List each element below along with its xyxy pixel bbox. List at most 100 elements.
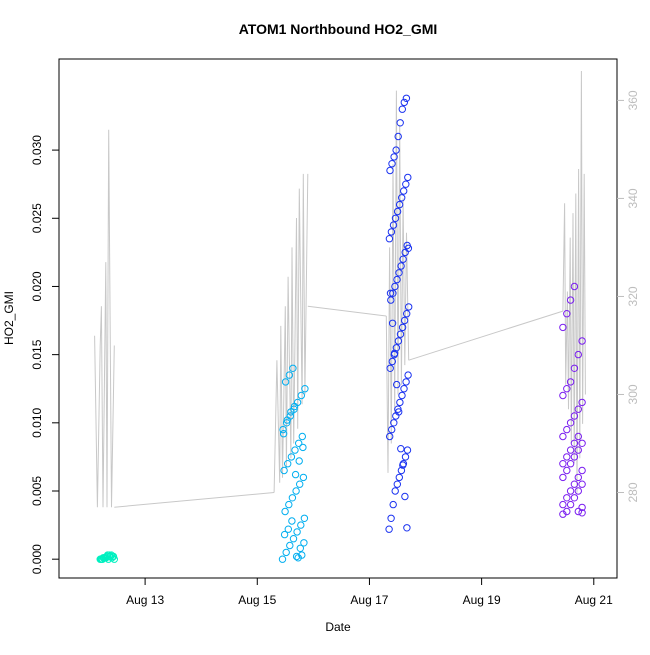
y-axis: 0.000 0.005 0.010 0.015 0.020 0.025 0.030 (30, 135, 60, 574)
data-point (385, 235, 394, 243)
data-point (402, 180, 410, 188)
data-point (388, 425, 396, 434)
data-point (386, 166, 394, 175)
y2-tick-label: 340 (626, 188, 640, 208)
data-point (387, 296, 395, 304)
data-point (559, 391, 567, 400)
data-point (299, 473, 308, 482)
data-point (566, 296, 575, 304)
data-point (570, 364, 579, 372)
data-point (566, 446, 575, 454)
data-point (563, 425, 571, 434)
data-point (400, 385, 408, 393)
data-point (574, 473, 582, 482)
data-point (574, 507, 582, 516)
data-point (563, 310, 571, 318)
data-point (397, 466, 406, 475)
data-point (566, 419, 575, 427)
data-point (563, 466, 571, 475)
data-point (574, 487, 582, 495)
secondary-series-layer (94, 70, 586, 508)
data-point (395, 473, 403, 482)
data-point (566, 487, 575, 495)
data-point (395, 408, 403, 416)
data-point (281, 507, 289, 516)
data-point (293, 528, 301, 536)
data-point (570, 480, 579, 488)
data-point (402, 94, 411, 103)
data-point (403, 524, 411, 532)
data-point (388, 160, 396, 168)
data-point (389, 289, 397, 297)
data-point (394, 337, 403, 345)
data-point (566, 378, 575, 386)
data-point (578, 480, 586, 488)
data-point (389, 221, 398, 229)
data-point (391, 487, 399, 495)
data-point (399, 255, 407, 263)
data-point (299, 443, 307, 452)
chart-title: ATOM1 Northbound HO2_GMI (239, 21, 438, 37)
data-point (288, 517, 296, 525)
data-point (280, 466, 288, 475)
data-point (578, 398, 586, 407)
data-point (578, 509, 586, 517)
data-point (388, 357, 396, 366)
data-point (578, 466, 586, 475)
data-point (283, 419, 291, 427)
data-point (292, 552, 301, 561)
data-point (570, 439, 579, 447)
data-point (393, 275, 401, 284)
data-point (287, 408, 295, 416)
data-point (385, 525, 393, 533)
data-point (390, 153, 398, 161)
data-point (387, 514, 395, 522)
x-axis-label: Date (325, 620, 351, 634)
data-point (578, 503, 586, 512)
data-point (397, 262, 405, 270)
data-point (396, 330, 405, 338)
plot-frame (58, 58, 618, 579)
secondary-series-line (307, 305, 387, 317)
data-point (284, 525, 292, 533)
data-point (404, 173, 412, 182)
data-point (393, 380, 401, 389)
data-point (300, 539, 308, 547)
secondary-y-axis: 280 300 320 340 360 (617, 90, 640, 503)
x-tick-label: Aug 19 (463, 593, 501, 607)
data-point (400, 316, 409, 325)
data-point (566, 500, 575, 509)
y2-tick-label: 300 (626, 384, 640, 404)
data-point (563, 385, 571, 393)
data-point (403, 310, 411, 318)
data-point (300, 514, 309, 522)
data-point (559, 323, 567, 332)
data-point (389, 500, 397, 509)
secondary-series-line (94, 129, 115, 508)
data-point (400, 98, 408, 107)
data-point (284, 460, 292, 468)
secondary-series-line (114, 492, 275, 508)
data-point (566, 460, 575, 468)
data-point (101, 554, 109, 562)
x-tick-label: Aug 15 (238, 593, 276, 607)
data-point (570, 412, 579, 420)
data-point (398, 105, 406, 113)
data-point (394, 132, 402, 141)
data-point (559, 432, 567, 441)
secondary-series-line (408, 310, 564, 361)
data-point (297, 391, 305, 400)
data-point (297, 521, 305, 529)
data-point (386, 289, 395, 297)
y-tick-label: 0.025 (30, 203, 44, 233)
data-point (401, 492, 409, 501)
data-point (278, 555, 287, 563)
data-point (279, 430, 288, 438)
data-point (404, 371, 412, 379)
data-point (563, 494, 571, 502)
data-point (559, 460, 567, 468)
data-point (559, 500, 567, 509)
data-point (295, 439, 303, 447)
data-point (396, 398, 404, 407)
